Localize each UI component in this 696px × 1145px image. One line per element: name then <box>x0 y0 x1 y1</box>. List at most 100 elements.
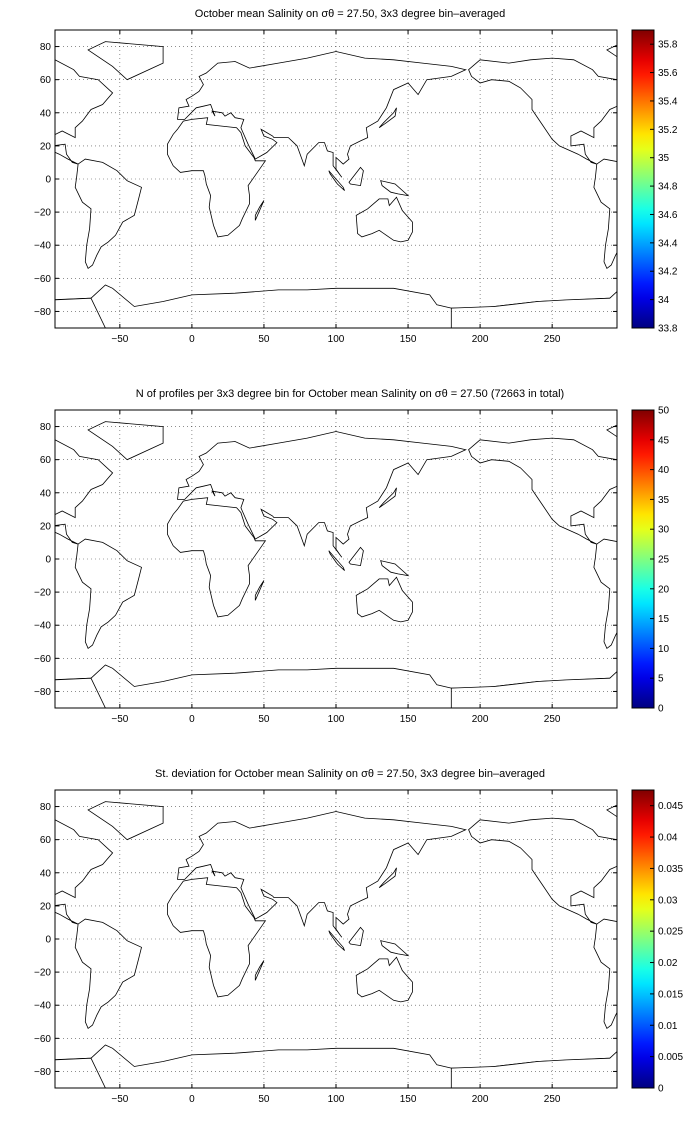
x-tick-label: 0 <box>189 714 195 725</box>
land-outline <box>606 424 617 438</box>
x-tick-label: 250 <box>544 714 561 725</box>
land-outline <box>378 487 397 509</box>
land-outline <box>355 956 413 1003</box>
land-outline <box>55 297 106 328</box>
y-tick-label: −80 <box>34 1067 51 1078</box>
std-deviation-panel: St. deviation for October mean Salinity … <box>0 760 696 1140</box>
land-outline <box>55 819 114 925</box>
land-outline <box>328 550 345 571</box>
colorbar: 35.8 35.6 35.4 35.2 35 34.8 34.6 34.4 34.2 34 33.8 <box>631 29 678 335</box>
y-tick-label: 60 <box>40 455 52 466</box>
land-outline <box>177 51 467 178</box>
y-tick-label: 20 <box>40 521 52 532</box>
colorbar-tick-label: 35.6 <box>658 68 678 79</box>
land-outline <box>167 877 267 998</box>
colorbar-tick-label: 35.8 <box>658 40 678 51</box>
y-tick-label: −40 <box>34 1001 51 1012</box>
land-outline <box>55 677 106 708</box>
colorbar-tick-label: 25 <box>658 555 670 566</box>
colorbar-tick-label: 0 <box>658 704 664 715</box>
x-tick-label: 0 <box>189 334 195 345</box>
land-outline <box>450 1051 617 1088</box>
x-tick-label: −50 <box>111 334 128 345</box>
y-tick-label: −20 <box>34 208 51 219</box>
land-outline <box>593 918 617 1030</box>
colorbar-gradient <box>631 29 655 329</box>
y-tick-label: 40 <box>40 488 52 499</box>
colorbar-tick-label: 34.6 <box>658 210 678 221</box>
land-outline <box>468 437 617 545</box>
land-outline <box>87 801 164 841</box>
colorbar-tick-label: 10 <box>658 644 670 655</box>
std-map-svg: St. deviation for October mean Salinity … <box>34 768 696 1105</box>
land-outline <box>450 291 617 328</box>
y-tick-label: 40 <box>40 868 52 879</box>
colorbar-gradient <box>631 789 655 1089</box>
salinity-map-svg: October mean Salinity on σθ = 27.50, 3x3… <box>34 8 678 345</box>
colorbar-tick-label: 33.8 <box>658 324 678 335</box>
colorbar-tick-label: 34 <box>658 295 670 306</box>
y-tick-label: −20 <box>34 968 51 979</box>
y-tick-label: −20 <box>34 588 51 599</box>
land-outline <box>55 59 114 165</box>
chart-title: St. deviation for October mean Salinity … <box>155 768 545 780</box>
land-outline <box>74 538 142 650</box>
colorbar-tick-label: 35.4 <box>658 96 678 107</box>
colorbar-tick-label: 35 <box>658 495 670 506</box>
land-outline <box>254 200 265 221</box>
colorbar-tick-label: 0.005 <box>658 1052 683 1063</box>
land-outline <box>348 926 364 947</box>
land-outline <box>450 671 617 708</box>
colorbar-tick-label: 34.2 <box>658 267 678 278</box>
y-tick-label: −80 <box>34 307 51 318</box>
land-outline <box>606 44 617 58</box>
land-outline <box>348 166 364 187</box>
x-tick-label: 100 <box>328 714 345 725</box>
land-outline <box>55 1057 106 1088</box>
y-tick-label: 20 <box>40 141 52 152</box>
land-outline <box>167 497 267 618</box>
x-tick-label: 150 <box>400 714 417 725</box>
x-tick-label: 200 <box>472 1094 489 1105</box>
x-tick-label: 50 <box>258 334 270 345</box>
land-outline <box>355 196 413 243</box>
land-outline <box>74 158 142 270</box>
land-outline <box>177 431 467 558</box>
land-outline <box>468 817 617 925</box>
colorbar-tick-label: 0.04 <box>658 833 678 844</box>
land-outline <box>348 546 364 567</box>
land-outline <box>380 940 410 957</box>
colorbar-tick-label: 35.2 <box>658 125 678 136</box>
land-outline <box>87 421 164 461</box>
colorbar-tick-label: 30 <box>658 525 670 536</box>
colorbar-tick-label: 0.015 <box>658 989 683 1000</box>
land-outline <box>328 930 345 951</box>
land-outline <box>254 580 265 601</box>
colorbar-tick-label: 34.8 <box>658 182 678 193</box>
y-tick-label: −40 <box>34 241 51 252</box>
y-tick-label: 80 <box>40 422 52 433</box>
colorbar-tick-label: 20 <box>658 584 670 595</box>
x-tick-label: 150 <box>400 1094 417 1105</box>
x-tick-label: 100 <box>328 1094 345 1105</box>
colorbar-tick-label: 5 <box>658 674 664 685</box>
x-tick-label: 0 <box>189 1094 195 1105</box>
y-tick-label: 0 <box>45 935 51 946</box>
x-tick-label: −50 <box>111 714 128 725</box>
x-tick-label: 250 <box>544 334 561 345</box>
land-outline <box>380 180 410 197</box>
land-outline <box>87 41 164 81</box>
y-tick-label: 0 <box>45 555 51 566</box>
land-outline <box>686 878 696 997</box>
x-tick-label: 200 <box>472 334 489 345</box>
y-tick-label: 20 <box>40 901 52 912</box>
colorbar-tick-label: 0.035 <box>658 864 683 875</box>
y-tick-label: −60 <box>34 274 51 285</box>
land-outline <box>177 811 467 938</box>
land-outline <box>593 538 617 650</box>
x-tick-label: 50 <box>258 714 270 725</box>
y-tick-label: 60 <box>40 75 52 86</box>
chart-title: N of profiles per 3x3 degree bin for Oct… <box>136 388 564 400</box>
